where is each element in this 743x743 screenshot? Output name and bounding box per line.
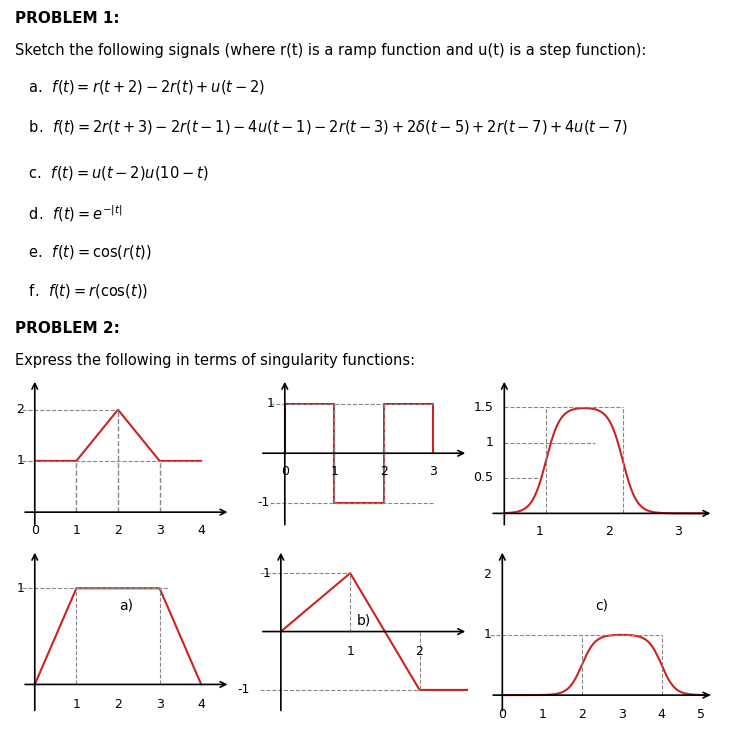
Text: a.  $f(t) = r(t+2) - 2r(t) + u(t - 2)$: a. $f(t) = r(t+2) - 2r(t) + u(t - 2)$ bbox=[15, 79, 265, 97]
Text: PROBLEM 2:: PROBLEM 2: bbox=[15, 321, 120, 336]
Text: 2: 2 bbox=[415, 645, 424, 658]
Text: 1: 1 bbox=[73, 524, 80, 537]
Text: 1: 1 bbox=[16, 455, 25, 467]
Text: 5: 5 bbox=[698, 708, 705, 721]
Text: 2: 2 bbox=[483, 568, 491, 580]
Text: Express the following in terms of singularity functions:: Express the following in terms of singul… bbox=[15, 353, 415, 368]
Text: d.  $f(t) = e^{-|t|}$: d. $f(t) = e^{-|t|}$ bbox=[15, 204, 122, 224]
Text: 1: 1 bbox=[331, 465, 338, 478]
Text: -1: -1 bbox=[237, 684, 250, 696]
Text: PROBLEM 1:: PROBLEM 1: bbox=[15, 10, 120, 26]
Text: 1: 1 bbox=[346, 645, 354, 658]
Text: b): b) bbox=[357, 613, 372, 627]
Text: 3: 3 bbox=[156, 524, 163, 537]
Text: a): a) bbox=[120, 598, 133, 612]
Text: 1: 1 bbox=[267, 398, 274, 410]
Text: 1: 1 bbox=[16, 582, 25, 595]
Text: 3: 3 bbox=[675, 525, 682, 538]
Text: 2: 2 bbox=[380, 465, 388, 478]
Text: 2: 2 bbox=[114, 524, 122, 537]
Text: 2: 2 bbox=[16, 403, 25, 416]
Text: 1: 1 bbox=[535, 525, 543, 538]
Text: 4: 4 bbox=[198, 698, 205, 710]
Text: c): c) bbox=[595, 598, 609, 612]
Text: 2: 2 bbox=[578, 708, 586, 721]
Text: 1: 1 bbox=[485, 436, 493, 449]
Text: 3: 3 bbox=[617, 708, 626, 721]
Text: 4: 4 bbox=[198, 524, 205, 537]
Text: 0.5: 0.5 bbox=[473, 472, 493, 484]
Text: 1: 1 bbox=[538, 708, 546, 721]
Text: 2: 2 bbox=[605, 525, 613, 538]
Text: f.  $f(t) = r(\cos(t))$: f. $f(t) = r(\cos(t))$ bbox=[15, 282, 148, 299]
Text: 1.5: 1.5 bbox=[473, 400, 493, 414]
Text: 3: 3 bbox=[156, 698, 163, 710]
Text: 1: 1 bbox=[73, 698, 80, 710]
Text: Sketch the following signals (where r(t) is a ramp function and u(t) is a step f: Sketch the following signals (where r(t)… bbox=[15, 43, 646, 58]
Text: 0: 0 bbox=[281, 465, 289, 478]
Text: 0: 0 bbox=[499, 708, 506, 721]
Text: 2: 2 bbox=[114, 698, 122, 710]
Text: 0: 0 bbox=[30, 524, 39, 537]
Text: c.  $f(t) = u(t-2)u(10-t)$: c. $f(t) = u(t-2)u(10-t)$ bbox=[15, 164, 208, 182]
Text: b.  $f(t) = 2r(t+3) - 2r(t-1) - 4u(t-1) - 2r(t-3) + 2\delta(t-5) + 2r(t-7) + 4u(: b. $f(t) = 2r(t+3) - 2r(t-1) - 4u(t-1) -… bbox=[15, 117, 628, 136]
Text: -1: -1 bbox=[258, 496, 270, 509]
Text: 1: 1 bbox=[483, 628, 491, 641]
Text: 4: 4 bbox=[658, 708, 666, 721]
Text: 1: 1 bbox=[262, 567, 270, 580]
Text: e.  $f(t) = \cos(r(t))$: e. $f(t) = \cos(r(t))$ bbox=[15, 242, 152, 261]
Text: 3: 3 bbox=[429, 465, 438, 478]
